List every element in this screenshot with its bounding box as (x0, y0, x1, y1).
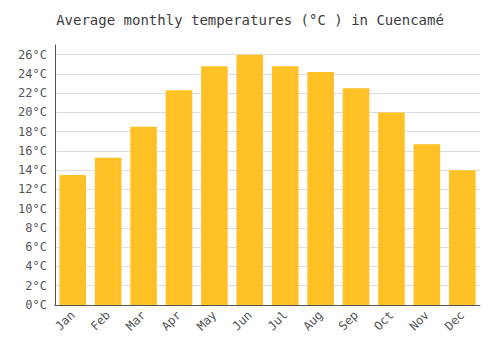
svg-text:8°C: 8°C (25, 221, 47, 235)
svg-text:Aug: Aug (300, 308, 325, 333)
svg-text:Nov: Nov (407, 308, 432, 333)
svg-text:Jun: Jun (230, 308, 255, 333)
svg-text:Mar: Mar (123, 308, 148, 333)
svg-text:Dec: Dec (442, 308, 467, 333)
svg-text:Oct: Oct (371, 308, 396, 333)
svg-text:2°C: 2°C (25, 279, 47, 293)
svg-text:0°C: 0°C (25, 298, 47, 312)
svg-text:10°C: 10°C (18, 202, 47, 216)
svg-text:Feb: Feb (88, 308, 113, 333)
svg-text:Sep: Sep (336, 308, 361, 333)
svg-text:24°C: 24°C (18, 67, 47, 81)
svg-text:Jan: Jan (52, 308, 77, 333)
svg-text:6°C: 6°C (25, 240, 47, 254)
svg-text:12°C: 12°C (18, 182, 47, 196)
svg-text:16°C: 16°C (18, 144, 47, 158)
svg-text:20°C: 20°C (18, 105, 47, 119)
svg-text:22°C: 22°C (18, 86, 47, 100)
svg-text:May: May (194, 308, 219, 333)
svg-text:26°C: 26°C (18, 48, 47, 62)
svg-text:Apr: Apr (159, 308, 184, 333)
svg-text:18°C: 18°C (18, 125, 47, 139)
svg-text:4°C: 4°C (25, 259, 47, 273)
svg-text:Jul: Jul (265, 308, 290, 333)
svg-text:14°C: 14°C (18, 163, 47, 177)
svg-text:Average monthly temperatures (: Average monthly temperatures (°C ) in Cu… (56, 12, 444, 28)
